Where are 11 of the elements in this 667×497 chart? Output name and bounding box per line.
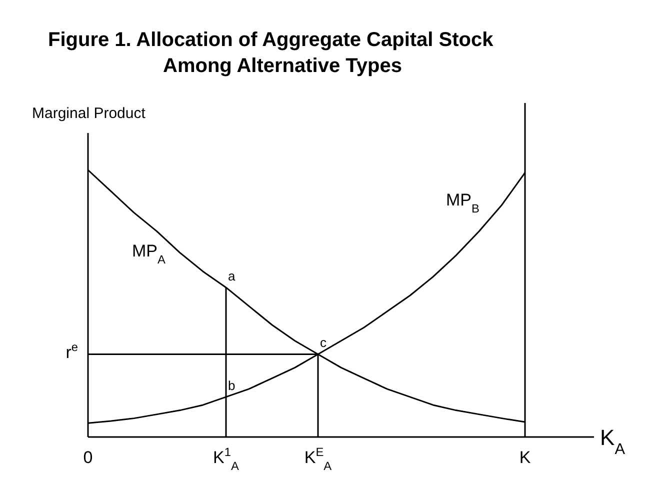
annotation: r$^{e}$ [66, 340, 78, 362]
chart-title: Figure 1. Allocation of Aggregate Capital Stock Among Alternative Types [48, 29, 494, 77]
annotation: a [228, 268, 236, 284]
y-axis-title: Marginal Product [32, 105, 146, 122]
x-tick-label: K [519, 448, 532, 467]
x-axis-title: K$_{A}$ [600, 425, 626, 458]
x-tick-label: 0 [83, 448, 93, 467]
series-label: MP$_{A}$ [132, 241, 166, 266]
annotation: b [228, 378, 236, 393]
series-label: MP$_{B}$ [446, 190, 480, 216]
annotation: c [320, 335, 327, 350]
